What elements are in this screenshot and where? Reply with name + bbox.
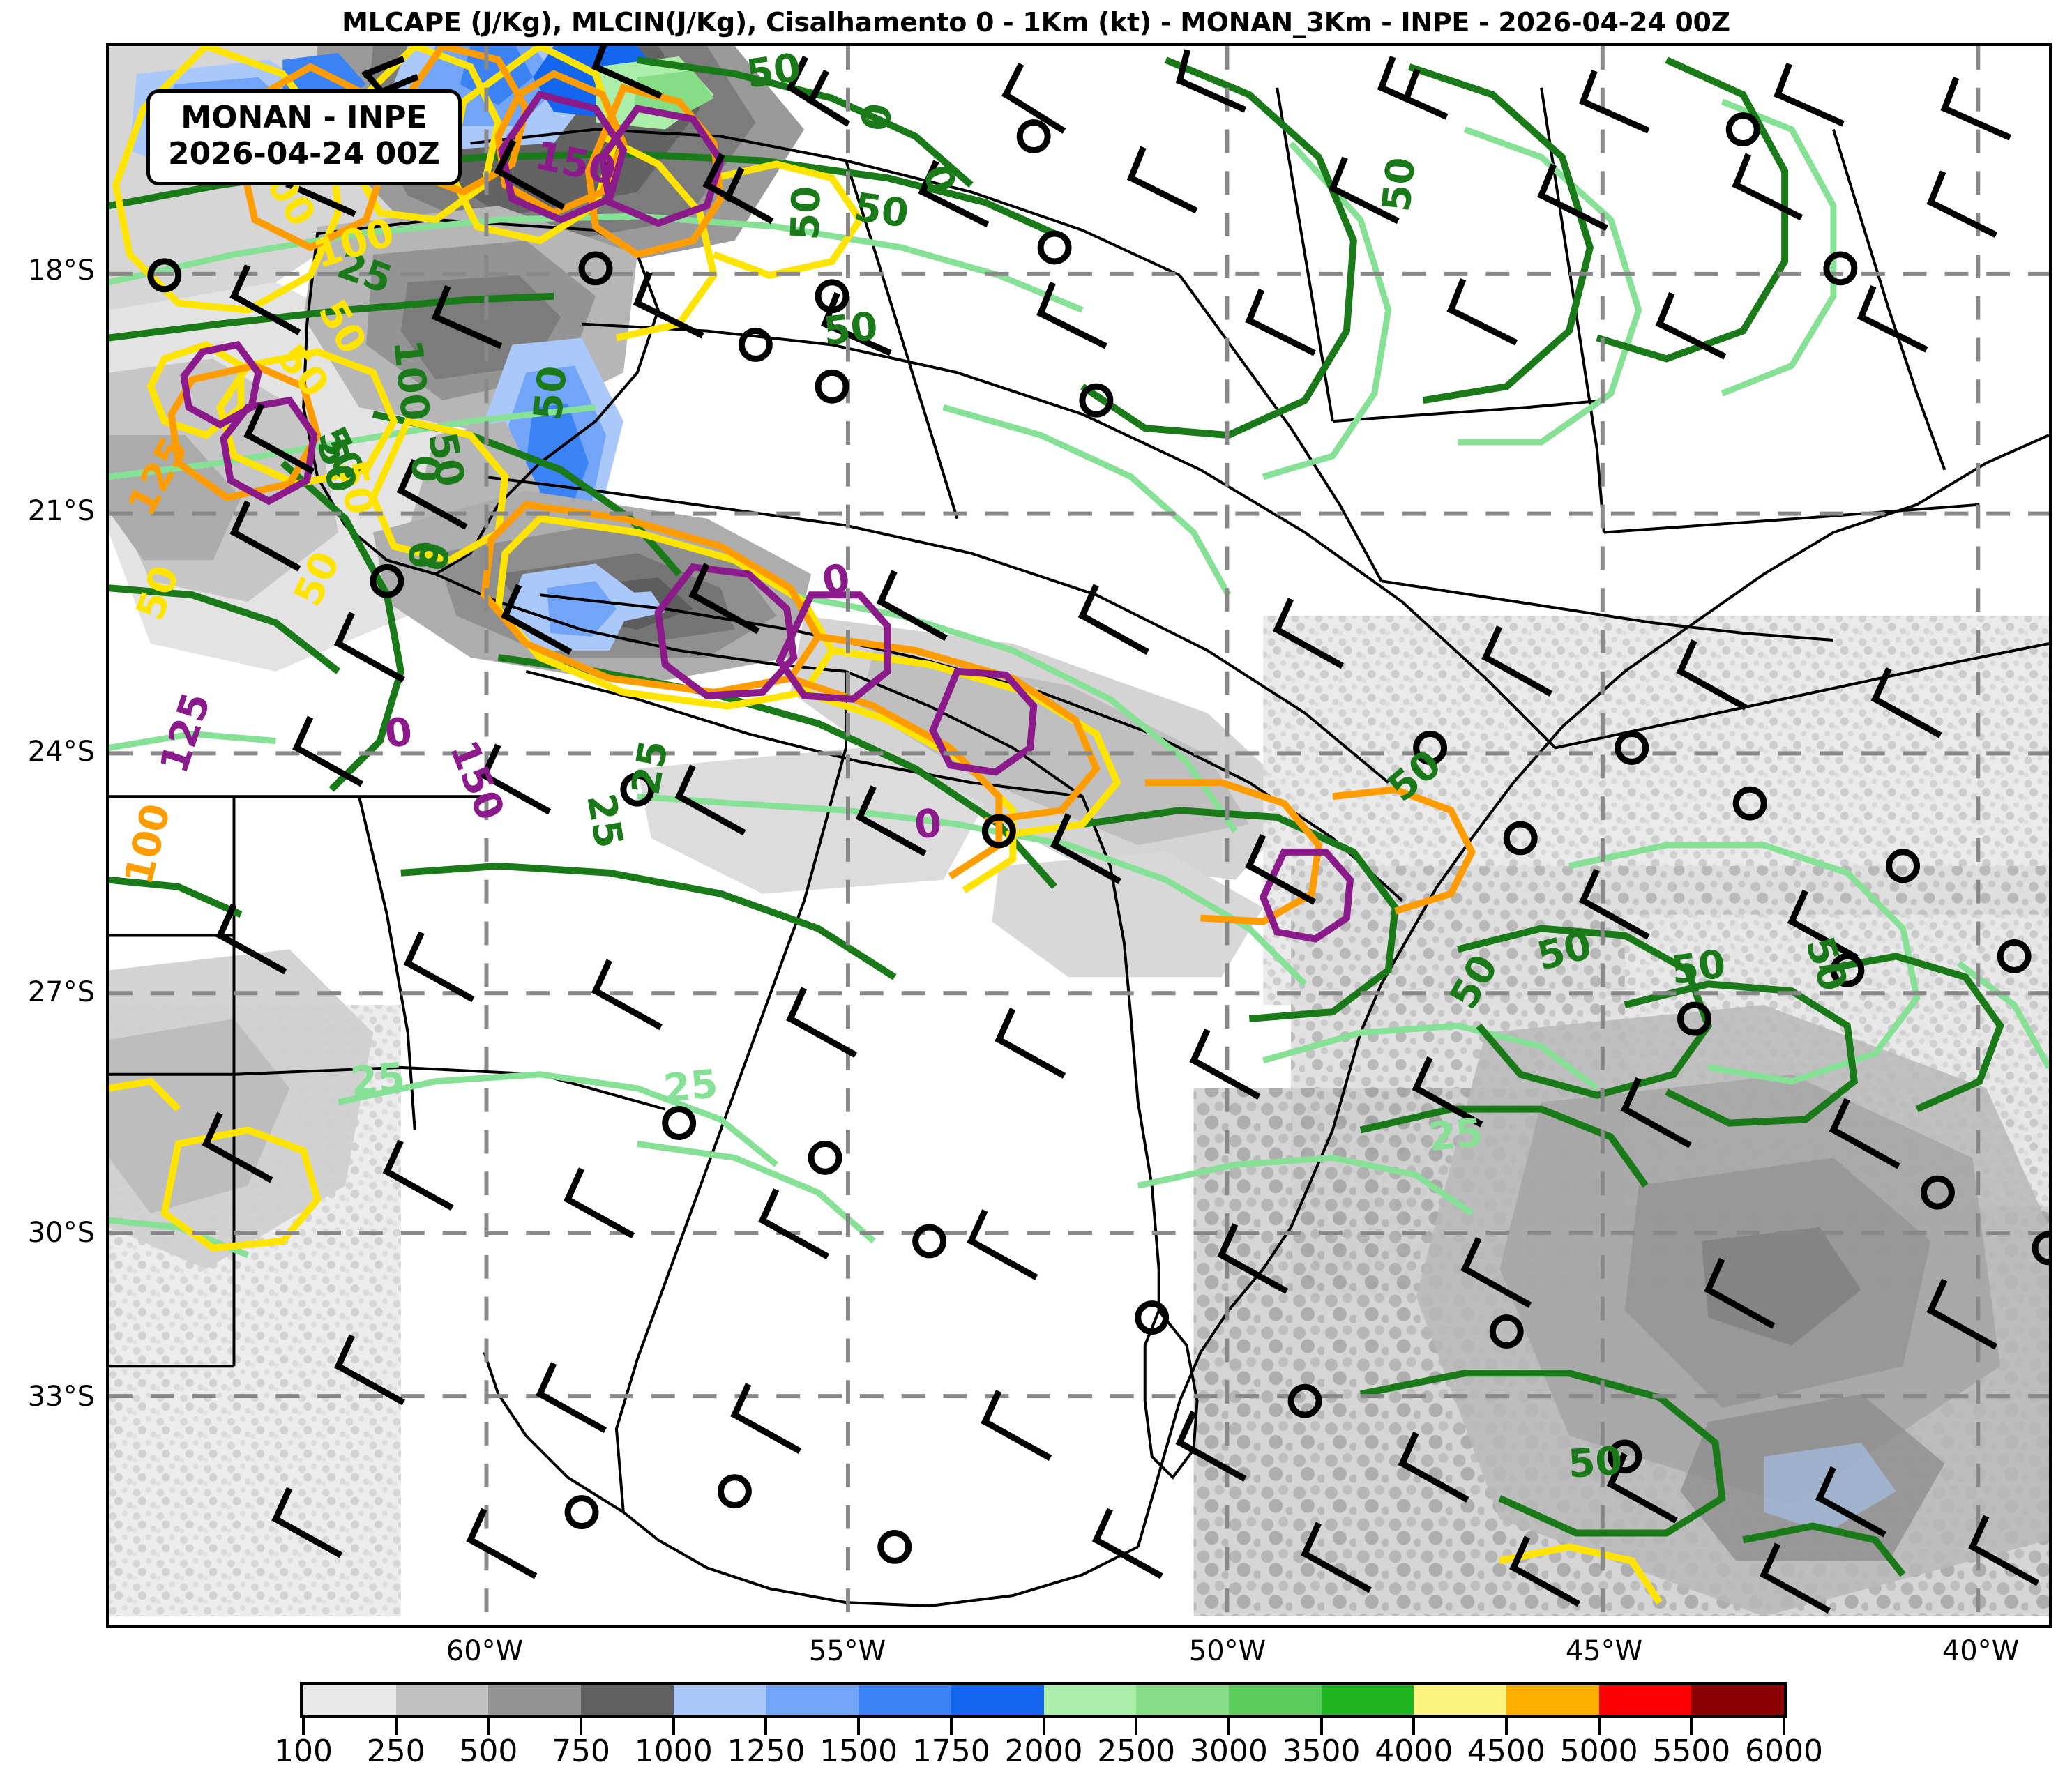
svg-text:50: 50 bbox=[1566, 1438, 1624, 1487]
colorbar-tick bbox=[394, 1718, 398, 1735]
svg-text:0: 0 bbox=[398, 539, 446, 570]
ytick-30s: 30°S bbox=[27, 1217, 95, 1249]
svg-text:0: 0 bbox=[853, 100, 902, 135]
ytick-27s: 27°S bbox=[27, 976, 95, 1008]
colorbar-segment bbox=[951, 1685, 1044, 1715]
svg-text:25: 25 bbox=[577, 790, 632, 851]
svg-text:50: 50 bbox=[1668, 941, 1728, 994]
colorbar-segment bbox=[303, 1685, 396, 1715]
svg-text:25: 25 bbox=[349, 1054, 407, 1105]
colorbar-segment bbox=[488, 1685, 582, 1715]
colorbar-tick-label: 1750 bbox=[912, 1733, 990, 1769]
colorbar-segment bbox=[1321, 1685, 1414, 1715]
contour-labels: 100 125 50 100 125 50 50 50 50 25 50 50 … bbox=[116, 46, 1856, 1487]
colorbar-segment bbox=[673, 1685, 766, 1715]
colorbar-gradient bbox=[300, 1682, 1787, 1718]
model-annotation-box: MONAN - INPE 2026-04-24 00Z bbox=[146, 89, 462, 185]
ytick-33s: 33°S bbox=[27, 1381, 95, 1413]
annotation-line-model: MONAN - INPE bbox=[181, 100, 428, 135]
colorbar-segment bbox=[1598, 1685, 1692, 1715]
svg-text:100: 100 bbox=[116, 799, 179, 889]
colorbar-tick bbox=[487, 1718, 490, 1735]
map-plot-area: 100 125 50 100 125 50 50 50 50 25 50 50 … bbox=[106, 43, 2052, 1628]
colorbar-tick-label: 1000 bbox=[634, 1733, 713, 1769]
colorbar-tick bbox=[1042, 1718, 1045, 1735]
svg-text:50: 50 bbox=[525, 364, 576, 423]
colorbar-segment bbox=[859, 1685, 951, 1715]
ytick-24s: 24°S bbox=[27, 736, 95, 768]
svg-text:50: 50 bbox=[743, 46, 803, 98]
colorbar-tick bbox=[857, 1718, 861, 1735]
colorbar-ticks bbox=[300, 1718, 1787, 1736]
svg-text:50: 50 bbox=[419, 429, 474, 490]
colorbar-segment bbox=[1691, 1685, 1784, 1715]
svg-text:50: 50 bbox=[822, 304, 880, 355]
colorbar-tick-label: 100 bbox=[274, 1733, 333, 1769]
svg-text:50: 50 bbox=[782, 185, 830, 241]
page-title: MLCAPE (J/Kg), MLCIN(J/Kg), Cisalhamento… bbox=[342, 7, 1730, 38]
colorbar-tick-label: 4000 bbox=[1375, 1733, 1453, 1769]
colorbar-tick bbox=[1412, 1718, 1416, 1735]
wind-barb-field bbox=[147, 46, 2049, 1614]
colorbar-segment bbox=[1228, 1685, 1322, 1715]
svg-text:100: 100 bbox=[384, 337, 438, 423]
xtick-40w: 40°W bbox=[1942, 1635, 2020, 1667]
colorbar-tick-label: 2000 bbox=[1004, 1733, 1083, 1769]
svg-text:0: 0 bbox=[382, 709, 416, 758]
colorbar-tick bbox=[302, 1718, 305, 1735]
colorbar-segment bbox=[1043, 1685, 1137, 1715]
colorbar-tick-label: 1500 bbox=[819, 1733, 898, 1769]
colorbar-tick bbox=[1690, 1718, 1693, 1735]
colorbar-tick bbox=[1319, 1718, 1323, 1735]
svg-text:0: 0 bbox=[913, 801, 943, 848]
xtick-55w: 55°W bbox=[808, 1635, 886, 1667]
colorbar-tick-label: 5500 bbox=[1652, 1733, 1731, 1769]
colorbar-tick-label: 500 bbox=[459, 1733, 518, 1769]
annotation-line-datetime: 2026-04-24 00Z bbox=[168, 135, 440, 172]
svg-text:25: 25 bbox=[1426, 1110, 1485, 1161]
colorbar-tick bbox=[1783, 1718, 1785, 1735]
colorbar-tick-label: 2500 bbox=[1097, 1733, 1176, 1769]
svg-text:0: 0 bbox=[404, 453, 452, 485]
xtick-60w: 60°W bbox=[446, 1635, 524, 1667]
svg-text:25: 25 bbox=[661, 1061, 720, 1112]
colorbar-tick bbox=[949, 1718, 953, 1735]
colorbar-tick-label: 6000 bbox=[1745, 1733, 1823, 1769]
colorbar-tick-label: 4500 bbox=[1467, 1733, 1545, 1769]
mlcape-shaded-field bbox=[109, 46, 2049, 1617]
colorbar-segment bbox=[1414, 1685, 1506, 1715]
map-graticule bbox=[109, 46, 2049, 1625]
colorbar-tick bbox=[1135, 1718, 1138, 1735]
colorbar-segment bbox=[581, 1685, 674, 1715]
colorbar-tick bbox=[1504, 1718, 1508, 1735]
ytick-21s: 21°S bbox=[27, 495, 95, 527]
colorbar-tick-label: 3500 bbox=[1282, 1733, 1361, 1769]
colorbar-segment bbox=[766, 1685, 859, 1715]
svg-text:50: 50 bbox=[852, 185, 912, 237]
colorbar-tick-labels: 100 250 500 750 1000 1250 1500 1750 2000 2500 3000… bbox=[274, 1733, 1823, 1775]
mlcin-contour-purple bbox=[180, 91, 1354, 943]
svg-text:50: 50 bbox=[328, 457, 383, 518]
colorbar-tick bbox=[672, 1718, 675, 1735]
svg-text:150: 150 bbox=[441, 734, 513, 826]
colorbar-segment bbox=[1506, 1685, 1599, 1715]
mlcape-colorbar bbox=[300, 1682, 1787, 1718]
colorbar-tick bbox=[1597, 1718, 1601, 1735]
colorbar-tick-label: 750 bbox=[552, 1733, 611, 1769]
colorbar-tick bbox=[764, 1718, 768, 1735]
map-canvas: 100 125 50 100 125 50 50 50 50 25 50 50 … bbox=[109, 46, 2049, 1625]
colorbar-tick bbox=[580, 1718, 583, 1735]
svg-text:50: 50 bbox=[1374, 155, 1425, 214]
colorbar-segment bbox=[395, 1685, 489, 1715]
colorbar-tick-label: 1250 bbox=[727, 1733, 806, 1769]
svg-text:25: 25 bbox=[623, 737, 677, 798]
colorbar-tick-label: 250 bbox=[366, 1733, 425, 1769]
colorbar-tick bbox=[1227, 1718, 1230, 1735]
xtick-50w: 50°W bbox=[1188, 1635, 1266, 1667]
ytick-18s: 18°S bbox=[27, 255, 95, 287]
colorbar-tick-label: 3000 bbox=[1189, 1733, 1268, 1769]
colorbar-segment bbox=[1136, 1685, 1229, 1715]
colorbar-tick-label: 5000 bbox=[1559, 1733, 1638, 1769]
xtick-45w: 45°W bbox=[1565, 1635, 1643, 1667]
